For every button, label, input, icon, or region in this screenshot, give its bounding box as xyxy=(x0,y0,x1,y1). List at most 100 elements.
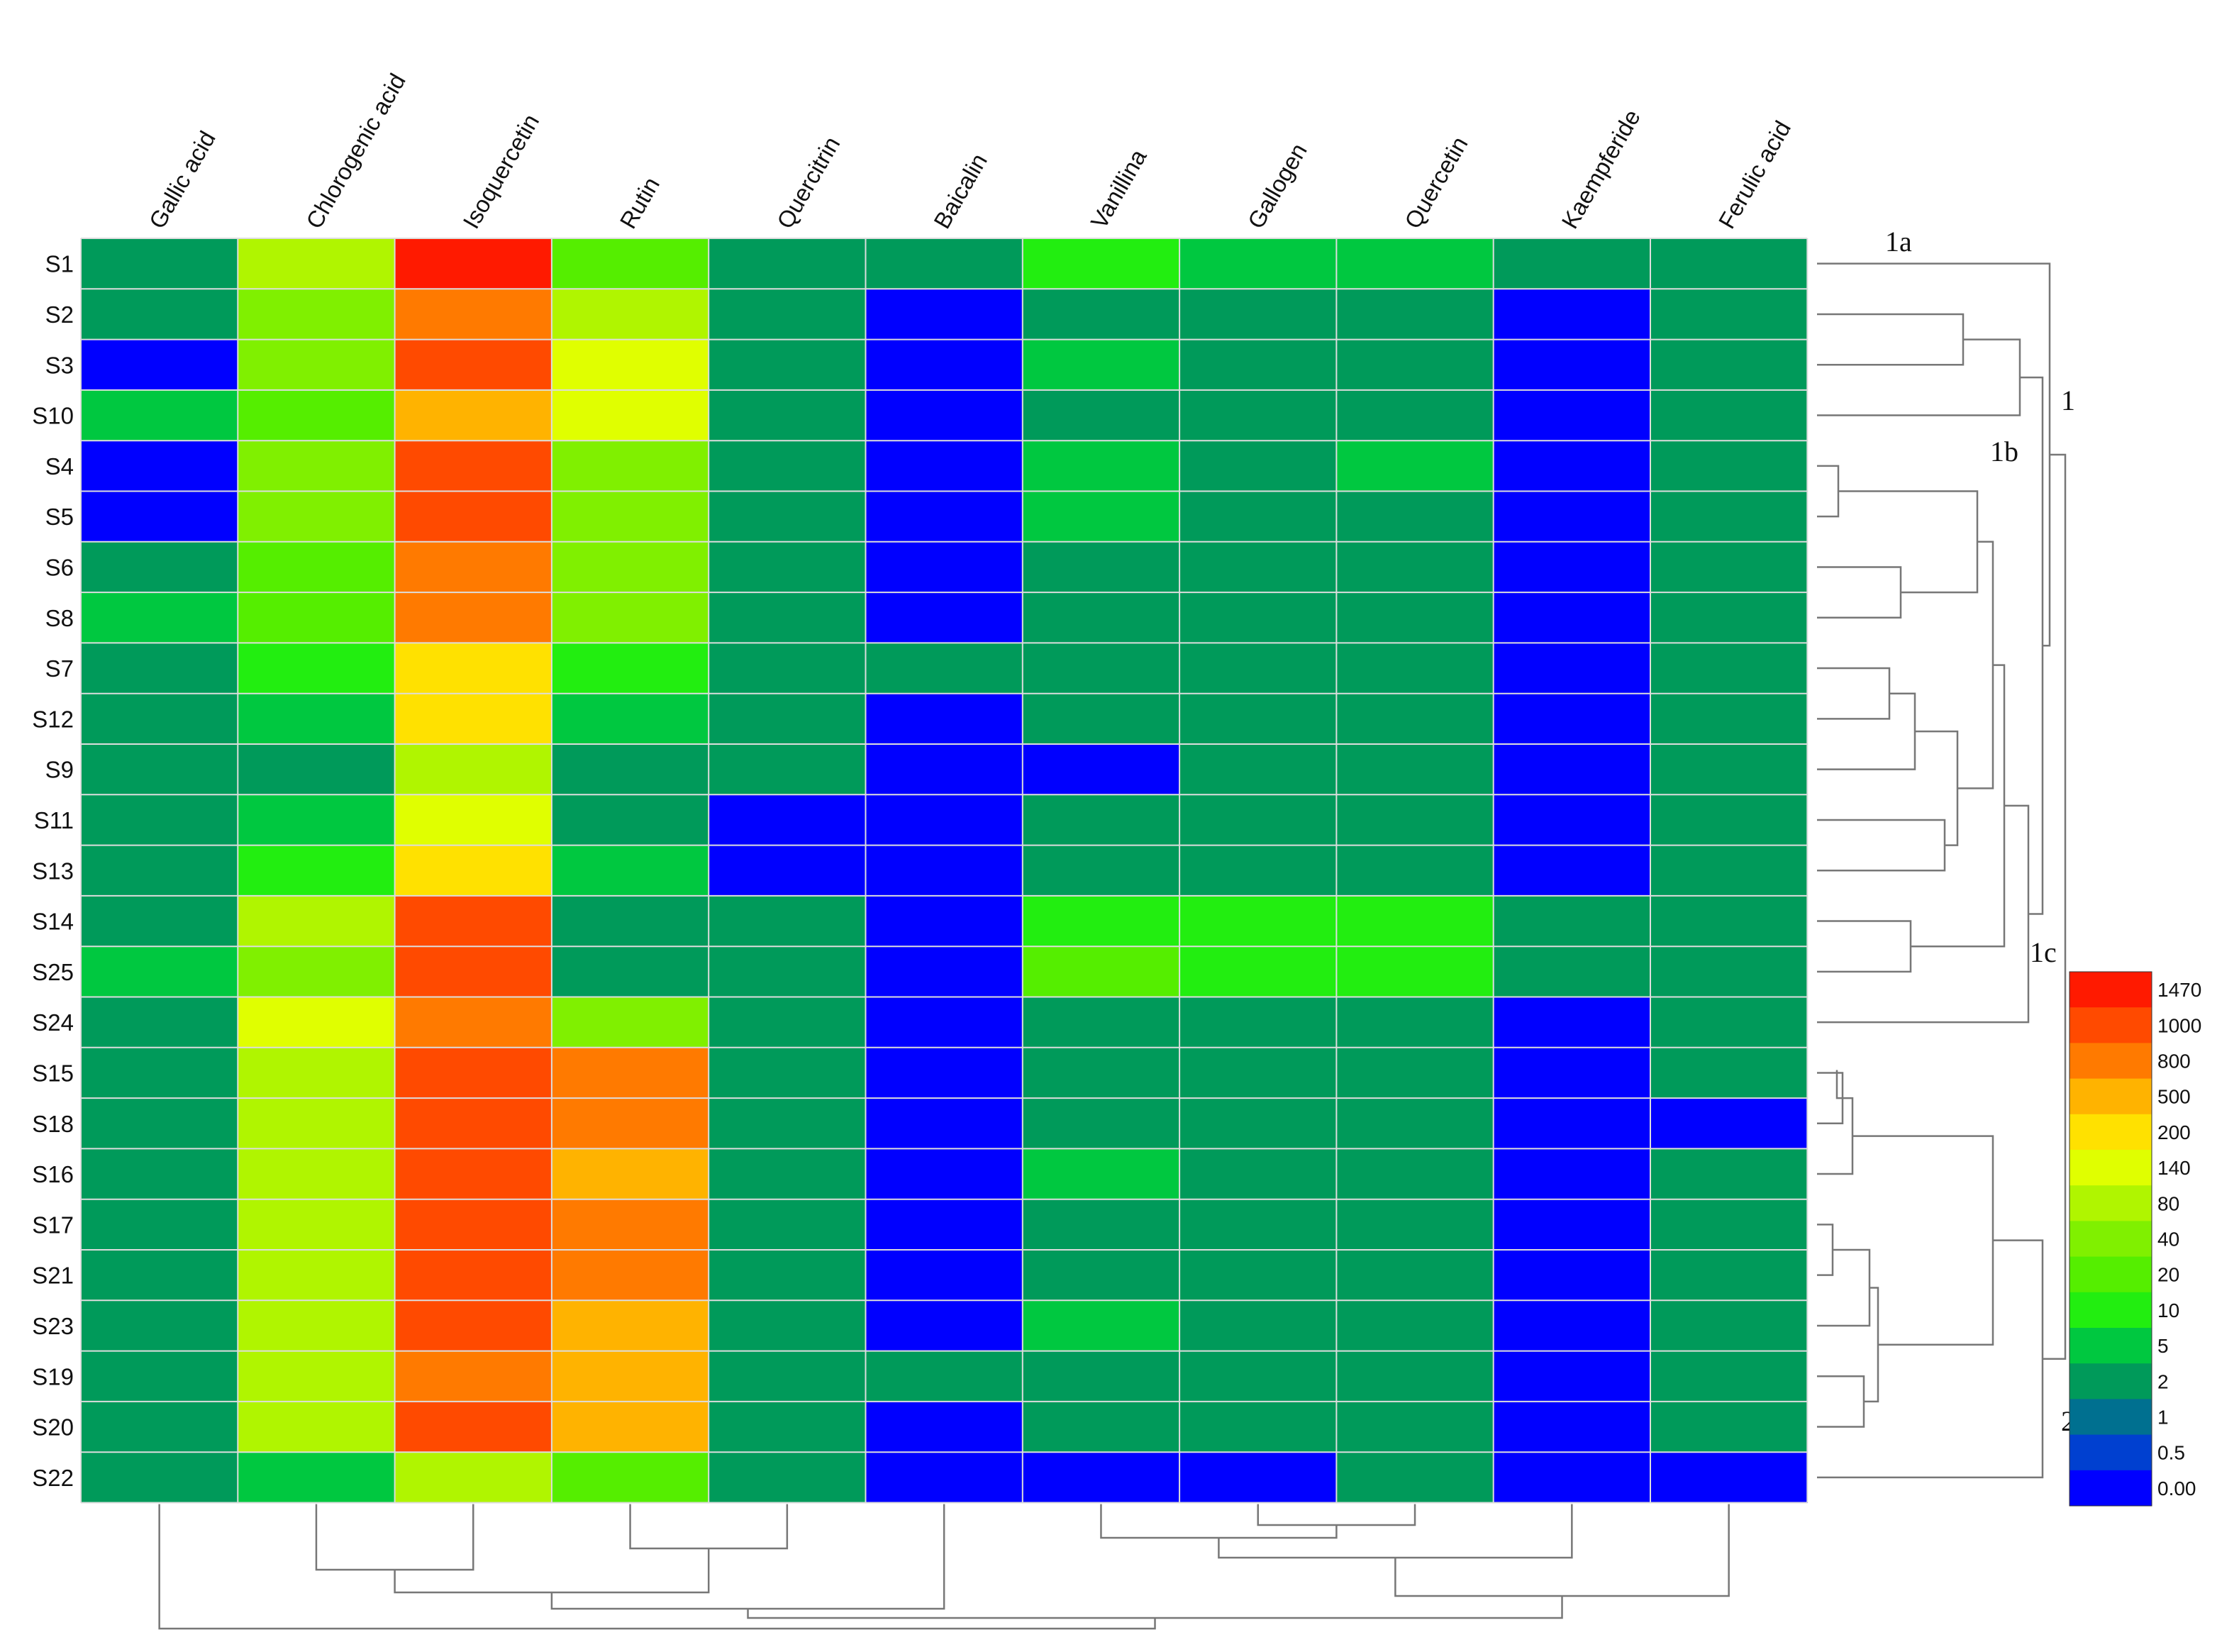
row-label-s24: S24 xyxy=(32,1009,74,1036)
cell-s1-baicalin xyxy=(865,238,1023,289)
row-label-s6: S6 xyxy=(45,554,74,580)
cell-s7-vanillina xyxy=(1022,643,1180,694)
cell-s22-isoquercetin xyxy=(394,1452,552,1503)
cell-s24-kaempferide xyxy=(1493,997,1651,1048)
cell-s16-ferulic-acid xyxy=(1650,1148,1808,1200)
column-labels: Gallic acid Chlorogenic acid Isoquercetin R… xyxy=(144,69,1796,233)
row-label-s25: S25 xyxy=(32,959,74,985)
row-label-s14: S14 xyxy=(32,909,74,935)
cell-s19-vanillina xyxy=(1022,1351,1180,1402)
legend-label: 500 xyxy=(2157,1086,2191,1108)
row-dendrogram-link xyxy=(1915,730,1959,846)
cell-s13-rutin xyxy=(551,845,709,897)
cell-s19-chlorogenic-acid xyxy=(238,1351,396,1402)
legend-swatch xyxy=(2069,1434,2152,1471)
cell-s17-vanillina xyxy=(1022,1199,1180,1251)
cell-s22-gallogen xyxy=(1179,1452,1337,1503)
cell-s11-isoquercetin xyxy=(394,794,552,846)
row-dendrogram-link xyxy=(1817,667,1891,720)
cell-s12-ferulic-acid xyxy=(1650,693,1808,745)
cell-s6-ferulic-acid xyxy=(1650,541,1808,593)
cell-s1-ferulic-acid xyxy=(1650,238,1808,289)
column-dendrogram-link xyxy=(1100,1504,1338,1539)
cell-s2-ferulic-acid xyxy=(1650,289,1808,340)
cell-s1-isoquercetin xyxy=(394,238,552,289)
row-label-s15: S15 xyxy=(32,1060,74,1086)
cell-s20-quercitrin xyxy=(709,1401,866,1453)
legend-label: 800 xyxy=(2157,1050,2191,1072)
cell-s23-gallogen xyxy=(1179,1300,1337,1352)
cell-s18-quercitrin xyxy=(709,1098,866,1149)
cell-s21-baicalin xyxy=(865,1250,1023,1301)
row-label-s12: S12 xyxy=(32,706,74,732)
cell-s11-gallogen xyxy=(1179,794,1337,846)
cell-s9-gallogen xyxy=(1179,744,1337,795)
cell-s21-quercitrin xyxy=(709,1250,866,1301)
cell-s10-kaempferide xyxy=(1493,389,1651,441)
cell-s6-kaempferide xyxy=(1493,541,1651,593)
cell-s3-quercitrin xyxy=(709,339,866,391)
cell-s20-gallic-acid xyxy=(81,1401,238,1453)
cell-s11-vanillina xyxy=(1022,794,1180,846)
cell-s7-isoquercetin xyxy=(394,643,552,694)
cell-s25-chlorogenic-acid xyxy=(238,946,396,997)
cell-s7-kaempferide xyxy=(1493,643,1651,694)
cell-s4-rutin xyxy=(551,440,709,492)
cell-s18-ferulic-acid xyxy=(1650,1098,1808,1149)
cell-s16-isoquercetin xyxy=(394,1148,552,1200)
heatmap-cells xyxy=(81,238,1808,1503)
legend-label: 1000 xyxy=(2157,1014,2201,1036)
column-dendrogram-link xyxy=(158,1504,1156,1630)
legend-label: 0.00 xyxy=(2157,1478,2196,1499)
cell-s25-rutin xyxy=(551,946,709,997)
cell-s18-quercetin xyxy=(1336,1098,1494,1149)
cell-s11-quercitrin xyxy=(709,794,866,846)
cell-s16-gallic-acid xyxy=(81,1148,238,1200)
legend-label: 1 xyxy=(2157,1407,2169,1429)
cell-s1-gallogen xyxy=(1179,238,1337,289)
cluster-label-1c: 1c xyxy=(2030,936,2057,968)
cell-s1-vanillina xyxy=(1022,238,1180,289)
cell-s17-gallic-acid xyxy=(81,1199,238,1251)
cell-s9-isoquercetin xyxy=(394,744,552,795)
cell-s25-kaempferide xyxy=(1493,946,1651,997)
cell-s6-quercitrin xyxy=(709,541,866,593)
cell-s11-kaempferide xyxy=(1493,794,1651,846)
cell-s16-rutin xyxy=(551,1148,709,1200)
cell-s19-quercetin xyxy=(1336,1351,1494,1402)
cell-s8-quercetin xyxy=(1336,592,1494,643)
row-label-s1: S1 xyxy=(45,251,74,277)
legend-label: 1470 xyxy=(2157,979,2201,1001)
cell-s6-vanillina xyxy=(1022,541,1180,593)
cell-s21-chlorogenic-acid xyxy=(238,1250,396,1301)
cell-s5-gallic-acid xyxy=(81,491,238,543)
cell-s17-quercitrin xyxy=(709,1199,866,1251)
cell-s20-rutin xyxy=(551,1401,709,1453)
cell-s19-gallogen xyxy=(1179,1351,1337,1402)
cell-s17-kaempferide xyxy=(1493,1199,1651,1251)
cell-s24-gallogen xyxy=(1179,997,1337,1048)
cell-s13-vanillina xyxy=(1022,845,1180,897)
cell-s5-gallogen xyxy=(1179,491,1337,543)
cell-s16-vanillina xyxy=(1022,1148,1180,1200)
cell-s7-ferulic-acid xyxy=(1650,643,1808,694)
row-label-s11: S11 xyxy=(34,807,74,833)
cell-s2-gallic-acid xyxy=(81,289,238,340)
cell-s19-quercitrin xyxy=(709,1351,866,1402)
cell-s8-baicalin xyxy=(865,592,1023,643)
cell-s6-chlorogenic-acid xyxy=(238,541,396,593)
cell-s12-quercitrin xyxy=(709,693,866,745)
cell-s25-gallic-acid xyxy=(81,946,238,997)
cell-s9-vanillina xyxy=(1022,744,1180,795)
row-dendrogram-link xyxy=(1817,1375,1865,1428)
legend-swatch xyxy=(2069,1256,2152,1293)
cell-s23-kaempferide xyxy=(1493,1300,1651,1352)
cell-s2-chlorogenic-acid xyxy=(238,289,396,340)
row-dendrogram-link xyxy=(1817,1097,1854,1175)
row-label-s13: S13 xyxy=(32,858,74,884)
cell-s8-chlorogenic-acid xyxy=(238,592,396,643)
column-dendrogram-link xyxy=(1394,1504,1730,1597)
row-dendrogram xyxy=(1817,262,2067,1479)
column-label-ferulic-acid: Ferulic acid xyxy=(1713,116,1796,233)
cell-s15-gallic-acid xyxy=(81,1047,238,1099)
